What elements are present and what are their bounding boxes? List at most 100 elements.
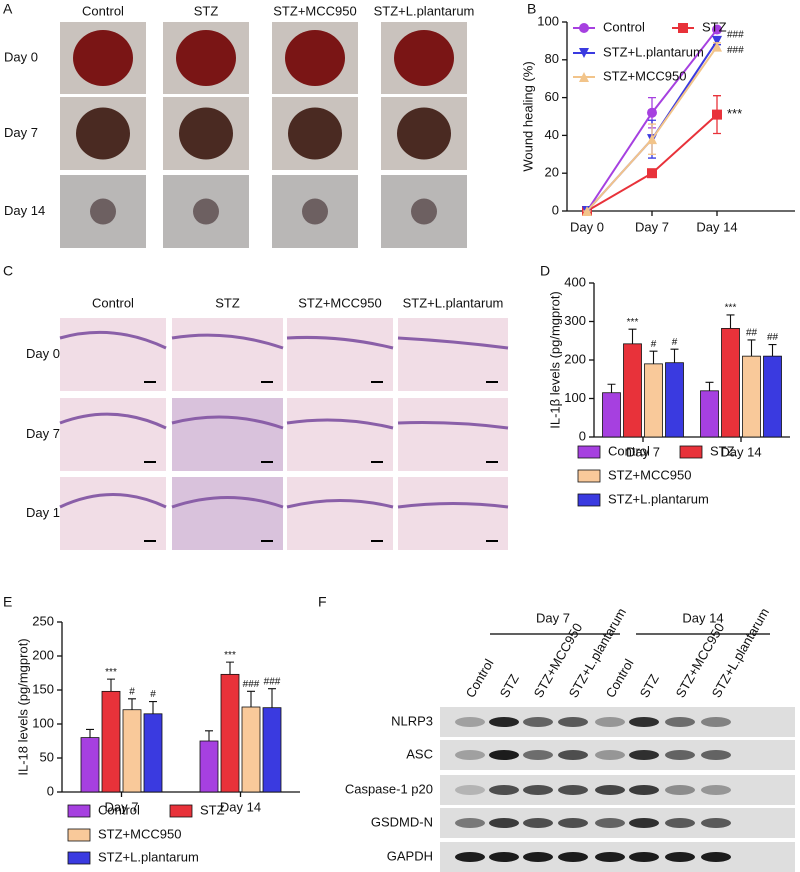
wound xyxy=(76,107,130,160)
histology-image xyxy=(398,398,508,471)
wound xyxy=(302,198,328,225)
significance-label: *** xyxy=(727,106,742,121)
data-point xyxy=(582,206,592,216)
row-label: Day 0 xyxy=(26,346,60,361)
panel-label: E xyxy=(3,594,12,610)
error-bar xyxy=(149,701,157,714)
lane-label: STZ xyxy=(497,671,522,700)
error-bar xyxy=(107,678,115,692)
histology-image xyxy=(287,477,393,550)
blot-band xyxy=(455,750,485,760)
significance-label: *** xyxy=(627,317,639,328)
lane-label: STZ xyxy=(637,671,662,700)
panel-label: D xyxy=(540,263,550,279)
blot-band xyxy=(595,818,625,828)
bar xyxy=(763,355,782,438)
blot-band xyxy=(629,852,659,862)
y-tick-label: 60 xyxy=(545,89,559,104)
bar xyxy=(665,362,684,438)
blot-band xyxy=(665,852,695,862)
legend-swatch xyxy=(169,804,193,818)
error-bar xyxy=(628,328,637,344)
protein-label: GSDMD-N xyxy=(371,814,433,829)
error-bar xyxy=(268,688,276,708)
error-bar xyxy=(705,381,714,391)
blot-band xyxy=(489,785,519,795)
blot-band xyxy=(489,818,519,828)
row-label: Day 0 xyxy=(4,49,38,64)
blot-band xyxy=(523,852,553,862)
x-tick-label: Day 14 xyxy=(220,799,261,814)
legend-swatch xyxy=(67,851,91,865)
significance-label: # xyxy=(129,686,135,697)
y-tick-label: 150 xyxy=(32,681,54,696)
wound xyxy=(411,198,437,225)
y-tick-label: 0 xyxy=(579,428,586,443)
error-bar xyxy=(128,698,136,710)
panel-label: C xyxy=(3,263,13,279)
protein-label: ASC xyxy=(406,746,433,761)
column-label: Control xyxy=(82,3,124,18)
blot-band xyxy=(629,818,659,828)
wound xyxy=(176,30,236,86)
blot-band xyxy=(489,750,519,760)
histology-image xyxy=(172,318,283,391)
blot-band xyxy=(595,785,625,795)
blot-band xyxy=(595,717,625,727)
x-tick-label: Day 14 xyxy=(696,219,737,234)
blot-band xyxy=(558,717,588,727)
blot-band xyxy=(455,852,485,862)
histology-image xyxy=(60,398,166,471)
tissue-layer xyxy=(286,418,394,430)
error-bar xyxy=(607,383,616,393)
data-point xyxy=(647,168,657,179)
lane-label: Control xyxy=(463,656,497,700)
legend-label: Control xyxy=(608,443,650,458)
y-axis-title: IL-18 levels (pg/mgprot) xyxy=(15,638,30,775)
tissue-layer xyxy=(397,336,509,350)
blot-band xyxy=(629,785,659,795)
legend-label: STZ xyxy=(710,443,735,458)
blot-band xyxy=(455,785,485,795)
row-label: Day 14 xyxy=(4,203,45,218)
wound xyxy=(288,107,342,160)
bar xyxy=(220,673,240,793)
blot-band xyxy=(595,750,625,760)
row-label: Day 7 xyxy=(26,426,60,441)
blot-band xyxy=(455,717,485,727)
significance-label: ### xyxy=(727,45,744,56)
significance-label: # xyxy=(150,689,156,700)
error-bar xyxy=(247,690,255,707)
blot-band xyxy=(665,785,695,795)
legend-swatch xyxy=(577,493,601,507)
blot-band xyxy=(701,785,731,795)
tissue-layer xyxy=(171,496,284,509)
x-tick-label: Day 7 xyxy=(635,219,669,234)
significance-label: *** xyxy=(105,667,117,678)
y-tick-label: 400 xyxy=(564,274,586,289)
y-tick-label: 0 xyxy=(552,202,559,217)
x-tick-label: Day 14 xyxy=(720,444,761,459)
bar xyxy=(721,328,740,438)
bar xyxy=(623,343,642,438)
bar xyxy=(101,690,121,793)
significance-label: ### xyxy=(243,679,260,690)
legend-marker xyxy=(579,72,589,82)
panel-label: A xyxy=(3,1,13,17)
bar xyxy=(602,392,621,438)
blot-band xyxy=(629,750,659,760)
legend-marker xyxy=(579,48,589,58)
protein-label: Caspase-1 p20 xyxy=(345,781,433,796)
blot-band xyxy=(595,852,625,862)
blot-band xyxy=(701,818,731,828)
wound xyxy=(179,107,233,160)
tissue-layer xyxy=(59,330,167,350)
tissue-layer xyxy=(397,421,509,430)
error-bar xyxy=(768,344,777,357)
legend-label: STZ+MCC950 xyxy=(603,68,686,83)
histology-image xyxy=(60,318,166,391)
y-tick-label: 200 xyxy=(564,351,586,366)
column-label: Control xyxy=(92,295,134,310)
histology-image xyxy=(172,477,283,550)
